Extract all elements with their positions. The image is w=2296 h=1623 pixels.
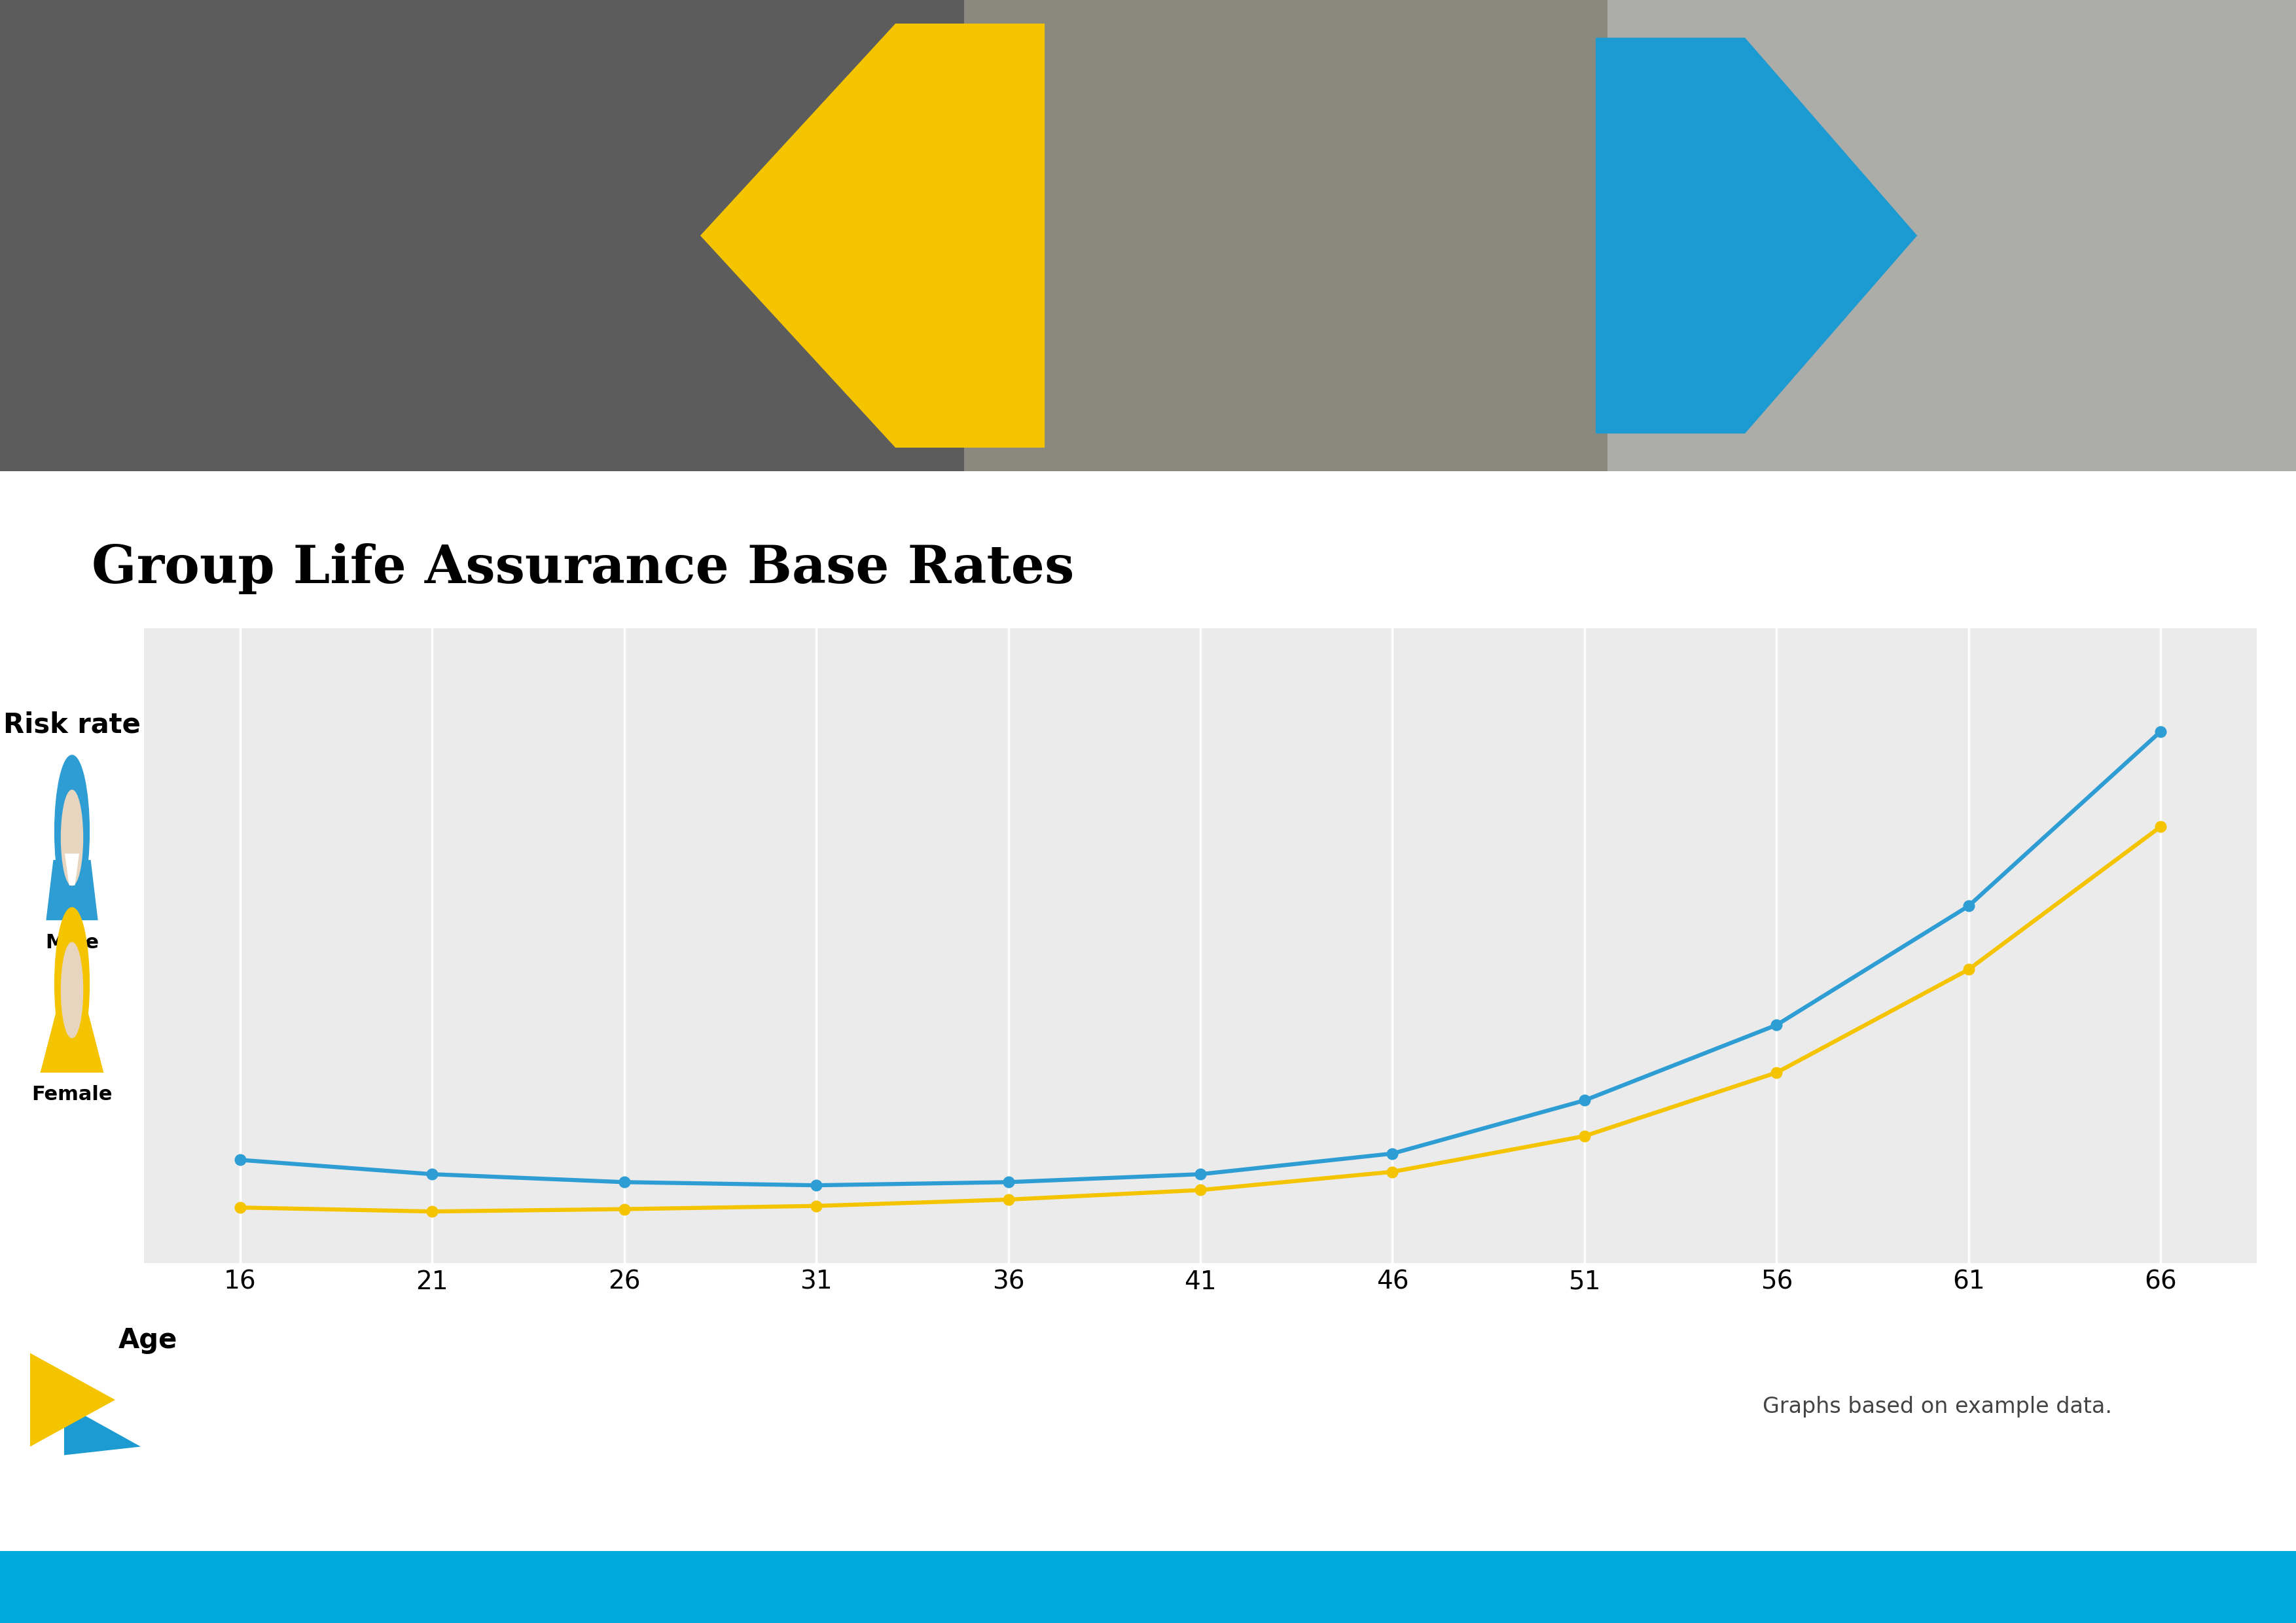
Polygon shape (46, 860, 99, 920)
Text: Female: Female (32, 1086, 113, 1104)
Bar (0, 1552, 2296, 1623)
Text: Risk rate: Risk rate (2, 711, 140, 738)
Circle shape (55, 907, 90, 1060)
Bar (0, 0, 964, 471)
Polygon shape (64, 854, 78, 886)
Bar (964, 0, 1607, 471)
Circle shape (55, 755, 90, 907)
Circle shape (62, 943, 83, 1037)
Polygon shape (64, 1404, 140, 1456)
Polygon shape (30, 1354, 115, 1446)
Polygon shape (1596, 37, 1917, 433)
Polygon shape (700, 24, 1045, 448)
Circle shape (62, 790, 83, 886)
Text: Age: Age (119, 1326, 177, 1354)
Polygon shape (41, 1006, 103, 1073)
Bar (1607, 0, 2296, 471)
Text: Graphs based on example data.: Graphs based on example data. (1763, 1396, 2112, 1419)
Text: Male: Male (46, 933, 99, 953)
Text: Group Life Assurance Base Rates: Group Life Assurance Base Rates (92, 544, 1075, 594)
